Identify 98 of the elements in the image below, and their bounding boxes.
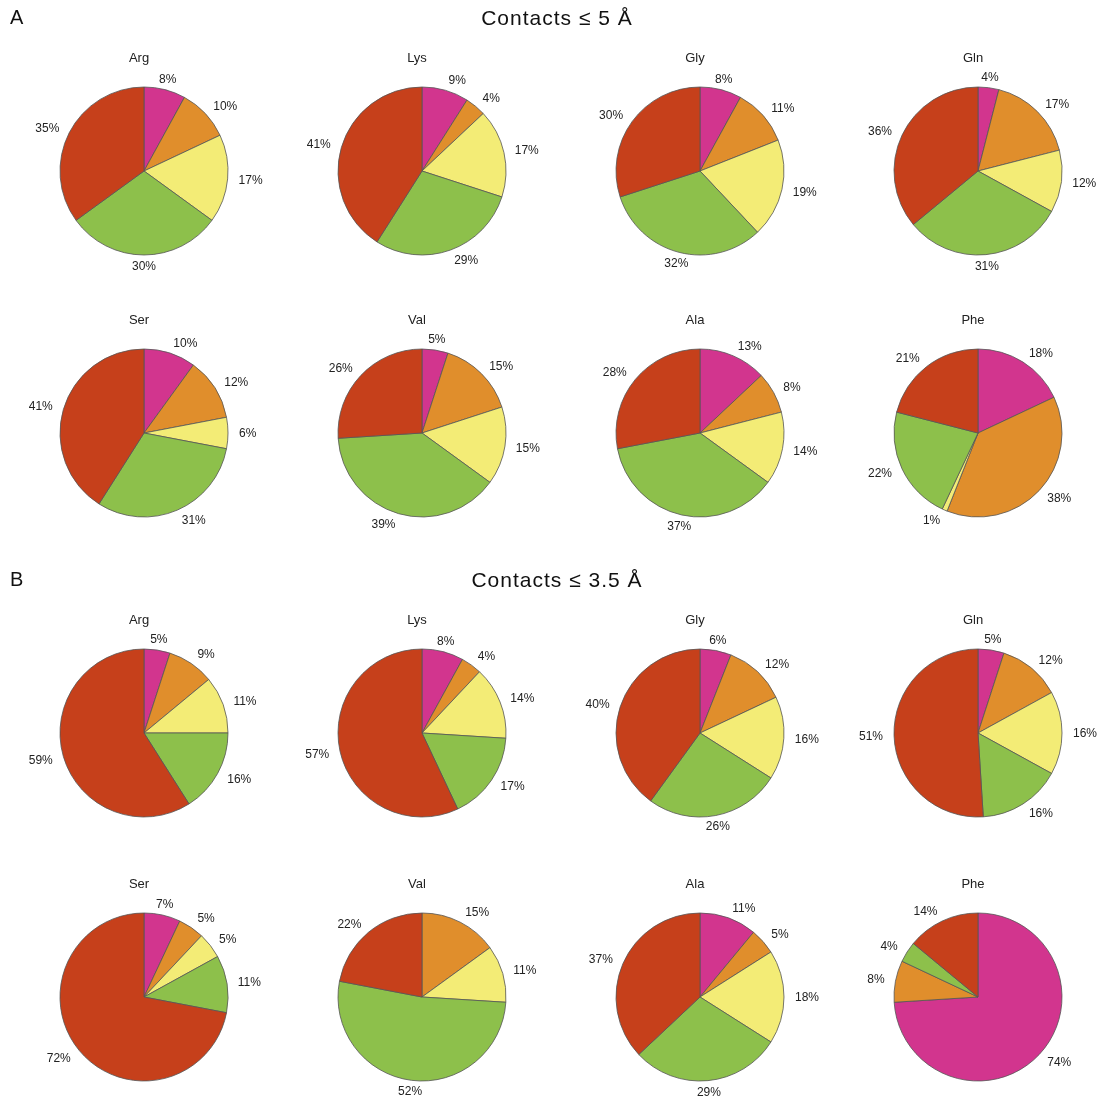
chart-title: Lys: [406, 50, 428, 67]
data-label: 57%: [305, 746, 330, 761]
data-label: 38%: [1047, 491, 1072, 506]
chart-title: Val: [407, 876, 427, 893]
data-label: 18%: [795, 990, 820, 1004]
data-label: 31%: [974, 258, 1000, 273]
chart-title: Ser: [127, 876, 151, 893]
data-label: 11%: [513, 963, 537, 978]
data-label: 4%: [477, 649, 496, 664]
data-label: 17%: [500, 779, 525, 794]
data-label: 9%: [197, 647, 216, 662]
data-label: 8%: [867, 972, 886, 987]
chart-title: Gln: [961, 612, 985, 629]
data-label: 51%: [859, 728, 884, 743]
chart-title: Gln: [961, 50, 985, 67]
data-label: 72%: [46, 1050, 72, 1065]
text: Contacts ≤ 3.5 Å: [471, 568, 643, 591]
data-label: 18%: [1028, 345, 1054, 360]
data-label: 37%: [588, 952, 614, 967]
data-label: 10%: [213, 98, 238, 113]
text: A: [10, 6, 24, 29]
data-label: 15%: [489, 358, 514, 373]
data-label: 52%: [398, 1084, 423, 1099]
data-label: 17%: [514, 143, 540, 158]
data-label: 16%: [1028, 806, 1054, 821]
data-label: 16%: [227, 771, 252, 786]
data-label: 5%: [150, 632, 168, 647]
data-label: 11%: [732, 900, 756, 915]
data-label: 1%: [922, 513, 941, 528]
data-label: 16%: [794, 731, 820, 746]
chart-title: Lys: [406, 612, 428, 629]
data-label: 29%: [454, 253, 479, 268]
data-label: 5%: [771, 927, 789, 942]
data-label: 11%: [233, 693, 257, 708]
data-label: 41%: [306, 137, 332, 152]
chart-title: Val: [407, 312, 427, 329]
data-label: 8%: [436, 633, 455, 648]
data-label: 4%: [880, 939, 899, 954]
data-label: 6%: [709, 632, 727, 647]
data-label: 15%: [515, 440, 541, 455]
data-label: 30%: [599, 108, 624, 123]
data-label: 4%: [981, 69, 999, 84]
data-label: 10%: [173, 335, 198, 350]
chart-title: Ala: [684, 312, 706, 329]
data-label: 17%: [1045, 96, 1070, 111]
data-label: 30%: [131, 259, 157, 273]
data-label: 29%: [696, 1084, 722, 1099]
chart-title: Phe: [960, 876, 986, 893]
text: B: [10, 568, 24, 591]
data-label: 37%: [667, 518, 692, 533]
data-label: 6%: [239, 426, 257, 440]
text: Contacts ≤ 5 Å: [481, 6, 633, 29]
data-label: 5%: [219, 931, 237, 946]
chart-title: Gly: [684, 612, 706, 629]
chart-title: Arg: [127, 612, 151, 629]
data-label: 14%: [510, 691, 535, 706]
data-label: 5%: [197, 911, 216, 926]
data-label: 8%: [158, 71, 177, 86]
data-label: 9%: [448, 72, 467, 87]
data-label: 5%: [984, 632, 1002, 647]
data-label: 41%: [28, 399, 54, 414]
data-label: 21%: [895, 350, 921, 365]
data-label: 14%: [793, 443, 818, 458]
data-label: 59%: [28, 752, 54, 767]
data-label: 7%: [156, 897, 174, 912]
data-label: 16%: [1073, 726, 1098, 740]
data-label: 74%: [1047, 1055, 1072, 1070]
data-label: 22%: [868, 466, 893, 481]
data-label: 15%: [465, 905, 490, 920]
data-label: 12%: [224, 375, 249, 390]
data-label: 36%: [868, 123, 893, 138]
data-label: 8%: [714, 71, 733, 86]
data-label: 12%: [1072, 175, 1097, 190]
data-label: 22%: [337, 916, 362, 931]
chart-title: Gly: [684, 50, 706, 67]
data-label: 14%: [913, 904, 938, 919]
data-label: 28%: [602, 365, 628, 380]
data-label: 17%: [238, 172, 263, 187]
data-label: 11%: [771, 101, 795, 116]
data-label: 12%: [765, 656, 790, 671]
data-label: 31%: [181, 513, 207, 528]
data-label: 8%: [783, 380, 801, 395]
data-label: 11%: [237, 975, 262, 990]
data-label: 39%: [371, 517, 396, 532]
chart-title: Ser: [127, 312, 151, 329]
data-label: 40%: [585, 696, 610, 711]
data-label: 19%: [792, 184, 818, 199]
data-label: 35%: [35, 120, 60, 135]
data-label: 32%: [664, 256, 689, 271]
chart-title: Ala: [684, 876, 706, 893]
data-label: 26%: [705, 819, 731, 834]
data-label: 5%: [428, 332, 446, 347]
data-label: 12%: [1038, 652, 1063, 667]
data-label: 4%: [482, 90, 501, 105]
chart-title: Arg: [127, 50, 151, 67]
data-label: 13%: [737, 338, 763, 353]
data-label: 26%: [328, 360, 354, 375]
chart-title: Phe: [960, 312, 986, 329]
